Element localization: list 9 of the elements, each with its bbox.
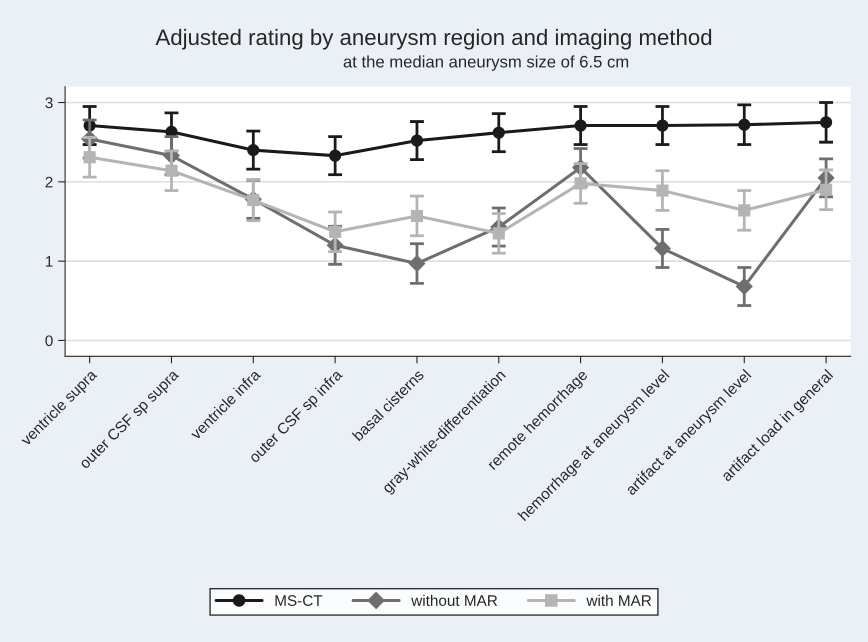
- y-tick-label: 0: [45, 335, 53, 346]
- chart-title: Adjusted rating by aneurysm region and imaging method: [156, 28, 712, 50]
- chart-subtitle: at the median aneurysm size of 6.5 cm: [344, 55, 628, 71]
- legend-label: MS-CT: [276, 595, 322, 606]
- legend-label: without MAR: [411, 594, 498, 606]
- y-tick-label: 1: [46, 256, 53, 267]
- y-tick-label: 3: [45, 97, 53, 108]
- y-tick-label: 2: [46, 176, 53, 188]
- legend-label: with MAR: [586, 594, 652, 606]
